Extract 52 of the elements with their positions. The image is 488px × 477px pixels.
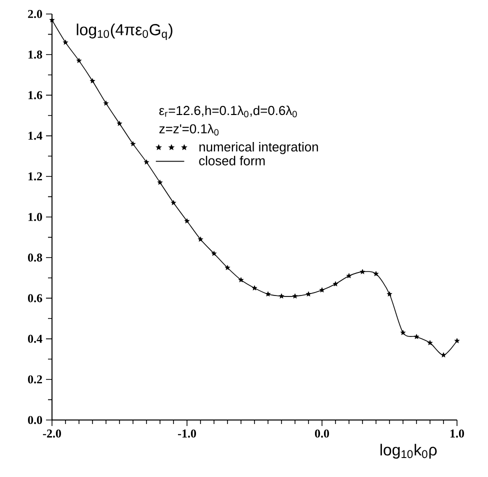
point bbox=[346, 273, 352, 278]
legend-label: closed form bbox=[199, 156, 265, 166]
point bbox=[198, 236, 203, 242]
point bbox=[63, 40, 68, 44]
y-tick-label: 1.8 bbox=[28, 50, 42, 59]
y-axis-title: log$_{10}$(4πε$_{0}$G$_{q}$) bbox=[76, 24, 172, 40]
point bbox=[117, 121, 122, 126]
point bbox=[90, 78, 95, 84]
point bbox=[144, 160, 149, 164]
y-tick-label: 0.6 bbox=[28, 294, 42, 302]
point bbox=[266, 292, 270, 296]
point bbox=[212, 251, 216, 256]
x-tick-label: -1.0 bbox=[178, 429, 196, 438]
y-tick-label: 1.4 bbox=[28, 132, 42, 140]
point bbox=[320, 288, 324, 292]
annotation: ε$_{r}$=12.6,h=0.1λ$_{0}$,d=0.6λ$_{0}$ bbox=[159, 106, 297, 118]
point bbox=[414, 334, 419, 339]
point bbox=[50, 18, 54, 22]
y-tick-label: 0.8 bbox=[28, 254, 42, 262]
y-tick-label: 1.0 bbox=[28, 212, 42, 222]
x-axis-title: log$_{10}$k$_{0}$ρ bbox=[380, 444, 437, 459]
point bbox=[252, 286, 257, 290]
point bbox=[130, 141, 136, 146]
point bbox=[104, 100, 108, 106]
point bbox=[306, 292, 311, 296]
point bbox=[171, 200, 176, 205]
point bbox=[238, 277, 244, 282]
point bbox=[158, 180, 162, 185]
y-tick-label: 0.0 bbox=[28, 416, 42, 424]
y-tick-label: 1.6 bbox=[28, 91, 42, 100]
x-tick-label: 1.0 bbox=[450, 429, 464, 438]
point bbox=[400, 330, 406, 335]
x-tick-label: -2.0 bbox=[42, 429, 61, 438]
point bbox=[387, 292, 392, 296]
point bbox=[428, 340, 432, 345]
annotation: z=z'=0.1λ$_{0}$ bbox=[159, 124, 219, 136]
point bbox=[225, 265, 230, 270]
point bbox=[454, 338, 460, 343]
point bbox=[76, 58, 82, 63]
y-tick-label: 1.2 bbox=[28, 172, 42, 180]
legend-label: numerical integration bbox=[199, 142, 318, 154]
y-tick-label: 0.4 bbox=[28, 334, 42, 343]
y-tick-label: 2.0 bbox=[28, 10, 42, 18]
point bbox=[292, 294, 298, 298]
point bbox=[441, 352, 446, 358]
point bbox=[184, 218, 190, 224]
y-tick-label: 0.2 bbox=[28, 375, 42, 384]
point bbox=[374, 271, 378, 276]
point bbox=[279, 294, 284, 298]
x-tick-label: 0.0 bbox=[314, 429, 330, 438]
point bbox=[333, 281, 338, 286]
point bbox=[360, 269, 365, 274]
